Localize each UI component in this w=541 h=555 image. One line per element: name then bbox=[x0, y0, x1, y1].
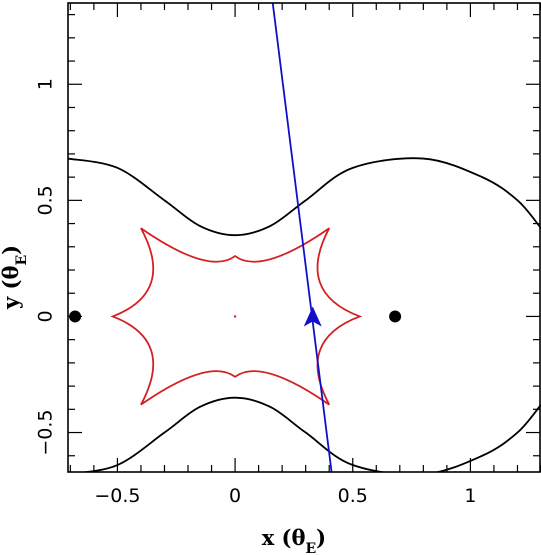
critical-curve-upper bbox=[68, 157, 541, 237]
x-tick-label: 0 bbox=[229, 485, 241, 507]
y-tick-label: 0.5 bbox=[35, 185, 57, 215]
y-tick-label: 0 bbox=[35, 310, 57, 322]
critical-curve-lower bbox=[79, 396, 541, 472]
y-axis-label: y (θE) bbox=[0, 245, 30, 310]
source-trajectory bbox=[271, 3, 333, 472]
caustic-center-dot bbox=[233, 315, 237, 318]
x-tick-label: 1 bbox=[464, 485, 476, 507]
y-tick-label: 1 bbox=[35, 78, 57, 90]
x-tick-label: 0.5 bbox=[338, 485, 368, 507]
plot-frame bbox=[67, 2, 541, 473]
x-tick-label: −0.5 bbox=[94, 485, 140, 507]
plot-content bbox=[68, 3, 541, 472]
caustic-curve bbox=[110, 227, 363, 406]
x-axis-label: x (θE) bbox=[262, 525, 326, 555]
trajectory-arrow bbox=[303, 306, 322, 327]
axis-ticks: −0.5 0 0.5 1 −0.5 0 0.5 1 bbox=[35, 3, 541, 507]
lens-point-2 bbox=[389, 310, 402, 323]
y-tick-label: −0.5 bbox=[35, 409, 57, 455]
